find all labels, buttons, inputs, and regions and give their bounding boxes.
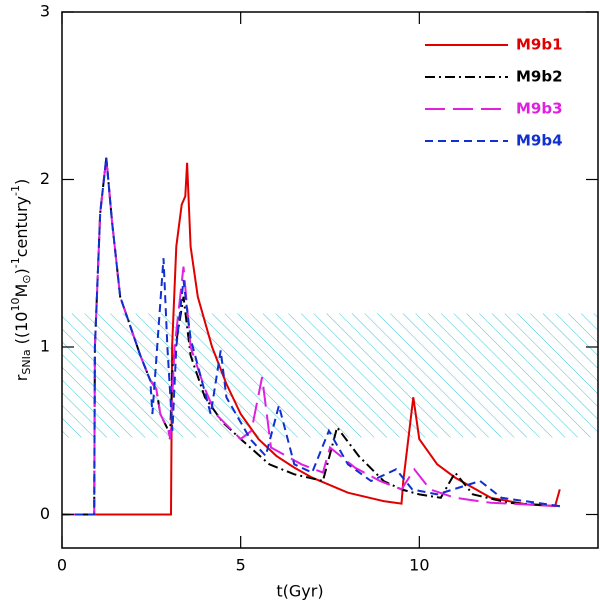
legend-label: M9b1 (516, 36, 563, 54)
legend-label: M9b4 (516, 132, 563, 150)
legend-label: M9b2 (516, 68, 563, 86)
x-tick-label: 0 (57, 556, 67, 575)
y-tick-label: 2 (40, 169, 50, 188)
y-axis-label-part: M (12, 284, 31, 298)
y-tick-label: 0 (40, 504, 50, 523)
x-tick-label: 5 (236, 556, 246, 575)
y-tick-label: 3 (40, 2, 50, 21)
y-axis-label-part: ) (12, 268, 31, 274)
legend-label: M9b3 (516, 100, 563, 118)
y-axis-label-part: 10 (9, 298, 22, 312)
y-axis-label-part: ((10 (12, 312, 31, 350)
x-tick-label: 10 (409, 556, 429, 575)
series-line (62, 157, 560, 516)
band (62, 313, 598, 438)
y-axis-label: rSNIa ((1010M⊙)-1century-1) (9, 179, 33, 381)
y-axis-label-part: -1 (9, 185, 22, 196)
y-axis-label-part: r (12, 374, 31, 381)
y-tick-label: 1 (40, 337, 50, 356)
plot-area (62, 157, 598, 516)
x-axis-label: t(Gyr) (276, 582, 323, 601)
series-line (62, 162, 561, 516)
y-axis-label-part: ⊙ (20, 274, 33, 283)
y-axis-label-part: ) (12, 179, 31, 185)
y-axis-label-part: -1 (9, 257, 22, 268)
y-axis-label-part: SNIa (20, 349, 33, 374)
frame (61, 11, 599, 549)
y-axis-label-part: century (12, 196, 31, 257)
